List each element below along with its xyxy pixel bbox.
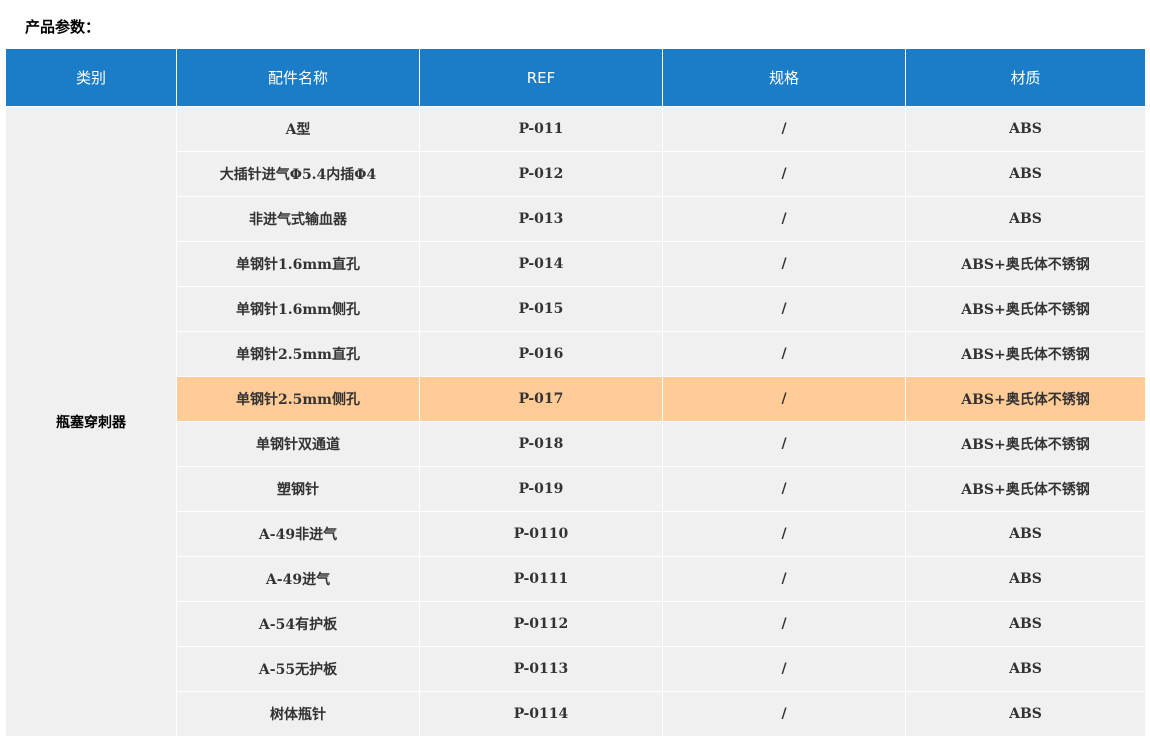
header-category: 类别: [5, 48, 177, 107]
table-row: 大插针进气Φ5.4内插Φ4 P-012/ABS: [6, 151, 1146, 197]
table-row: 单钢针2.5mm直孔 P-016/ABS+奥氏体不锈钢: [6, 331, 1146, 377]
table-row: A-49进气 P-0111/ABS: [6, 556, 1146, 602]
part-name-cell: A-49进气: [176, 556, 420, 602]
spec-cell: /: [662, 151, 906, 197]
ref-cell: P-0112: [419, 601, 663, 647]
table-row: 单钢针双通道 P-018/ABS+奥氏体不锈钢: [6, 421, 1146, 467]
ref-cell: P-0111: [419, 556, 663, 602]
part-name-cell: 单钢针1.6mm直孔: [176, 241, 420, 287]
ref-cell: P-018: [419, 421, 663, 467]
material-cell: ABS: [905, 556, 1146, 602]
part-name-cell: 单钢针2.5mm侧孔: [176, 376, 420, 422]
ref-cell: P-0113: [419, 646, 663, 692]
spec-cell: /: [662, 421, 906, 467]
part-name-cell: 塑钢针: [176, 466, 420, 512]
part-name-cell: 非进气式输血器: [176, 196, 420, 242]
material-cell: ABS+奥氏体不锈钢: [905, 466, 1146, 512]
header-spec: 规格: [662, 48, 906, 107]
product-parameters-table: 类别 配件名称 REF 规格 材质 瓶塞穿刺器 A型 P-011/ABS 大插针进气Φ…: [5, 48, 1146, 737]
table-row: 非进气式输血器 P-013/ABS: [6, 196, 1146, 242]
ref-cell: P-017: [419, 376, 663, 422]
material-cell: ABS: [905, 646, 1146, 692]
spec-cell: /: [662, 331, 906, 377]
spec-cell: /: [662, 511, 906, 557]
table-row: 瓶塞穿刺器 A型 P-011/ABS: [5, 106, 1146, 737]
part-name-cell: A-54有护板: [176, 601, 420, 647]
ref-cell: P-019: [419, 466, 663, 512]
part-name-cell: 树体瓶针: [176, 691, 420, 737]
spec-cell: /: [662, 196, 906, 242]
spec-cell: /: [662, 601, 906, 647]
ref-cell: P-015: [419, 286, 663, 332]
material-cell: ABS+奥氏体不锈钢: [905, 421, 1146, 467]
table-row: 单钢针1.6mm直孔 P-014/ABS+奥氏体不锈钢: [6, 241, 1146, 287]
section-title: 产品参数：: [25, 18, 101, 36]
material-cell: ABS: [905, 106, 1146, 152]
table-row: A-55无护板 P-0113/ABS: [6, 646, 1146, 692]
ref-cell: P-012: [419, 151, 663, 197]
material-cell: ABS: [905, 511, 1146, 557]
material-cell: ABS+奥氏体不锈钢: [905, 331, 1146, 377]
ref-cell: P-0114: [419, 691, 663, 737]
part-name-cell: A型: [176, 106, 420, 152]
spec-cell: /: [662, 646, 906, 692]
part-name-cell: 大插针进气Φ5.4内插Φ4: [176, 151, 420, 197]
header-ref: REF: [419, 48, 663, 107]
header-part-name: 配件名称: [176, 48, 420, 107]
material-cell: ABS+奥氏体不锈钢: [905, 376, 1146, 422]
part-name-cell: A-55无护板: [176, 646, 420, 692]
spec-cell: /: [662, 241, 906, 287]
spec-cell: /: [662, 106, 906, 152]
spec-cell: /: [662, 691, 906, 737]
ref-cell: P-011: [419, 106, 663, 152]
table-row: 单钢针2.5mm侧孔 P-017/ABS+奥氏体不锈钢: [6, 376, 1146, 422]
spec-cell: /: [662, 286, 906, 332]
spec-cell: /: [662, 556, 906, 602]
spec-cell: /: [662, 376, 906, 422]
part-name-cell: A-49非进气: [176, 511, 420, 557]
header-material: 材质: [905, 48, 1146, 107]
spec-cell: /: [662, 466, 906, 512]
category-cell: 瓶塞穿刺器: [5, 106, 177, 737]
table-row: 树体瓶针 P-0114/ABS: [6, 691, 1146, 737]
table-row: A-54有护板 P-0112/ABS: [6, 601, 1146, 647]
material-cell: ABS+奥氏体不锈钢: [905, 241, 1146, 287]
material-cell: ABS: [905, 601, 1146, 647]
material-cell: ABS: [905, 151, 1146, 197]
part-name-cell: 单钢针1.6mm侧孔: [176, 286, 420, 332]
part-name-cell: 单钢针双通道: [176, 421, 420, 467]
material-cell: ABS: [905, 691, 1146, 737]
table-row: A-49非进气 P-0110/ABS: [6, 511, 1146, 557]
table-row: 单钢针1.6mm侧孔 P-015/ABS+奥氏体不锈钢: [6, 286, 1146, 332]
ref-cell: P-014: [419, 241, 663, 287]
ref-cell: P-013: [419, 196, 663, 242]
part-name-cell: 单钢针2.5mm直孔: [176, 331, 420, 377]
table-row: 塑钢针 P-019/ABS+奥氏体不锈钢: [6, 466, 1146, 512]
ref-cell: P-016: [419, 331, 663, 377]
header-row: 类别 配件名称 REF 规格 材质: [5, 48, 1146, 107]
material-cell: ABS+奥氏体不锈钢: [905, 286, 1146, 332]
material-cell: ABS: [905, 196, 1146, 242]
ref-cell: P-0110: [419, 511, 663, 557]
